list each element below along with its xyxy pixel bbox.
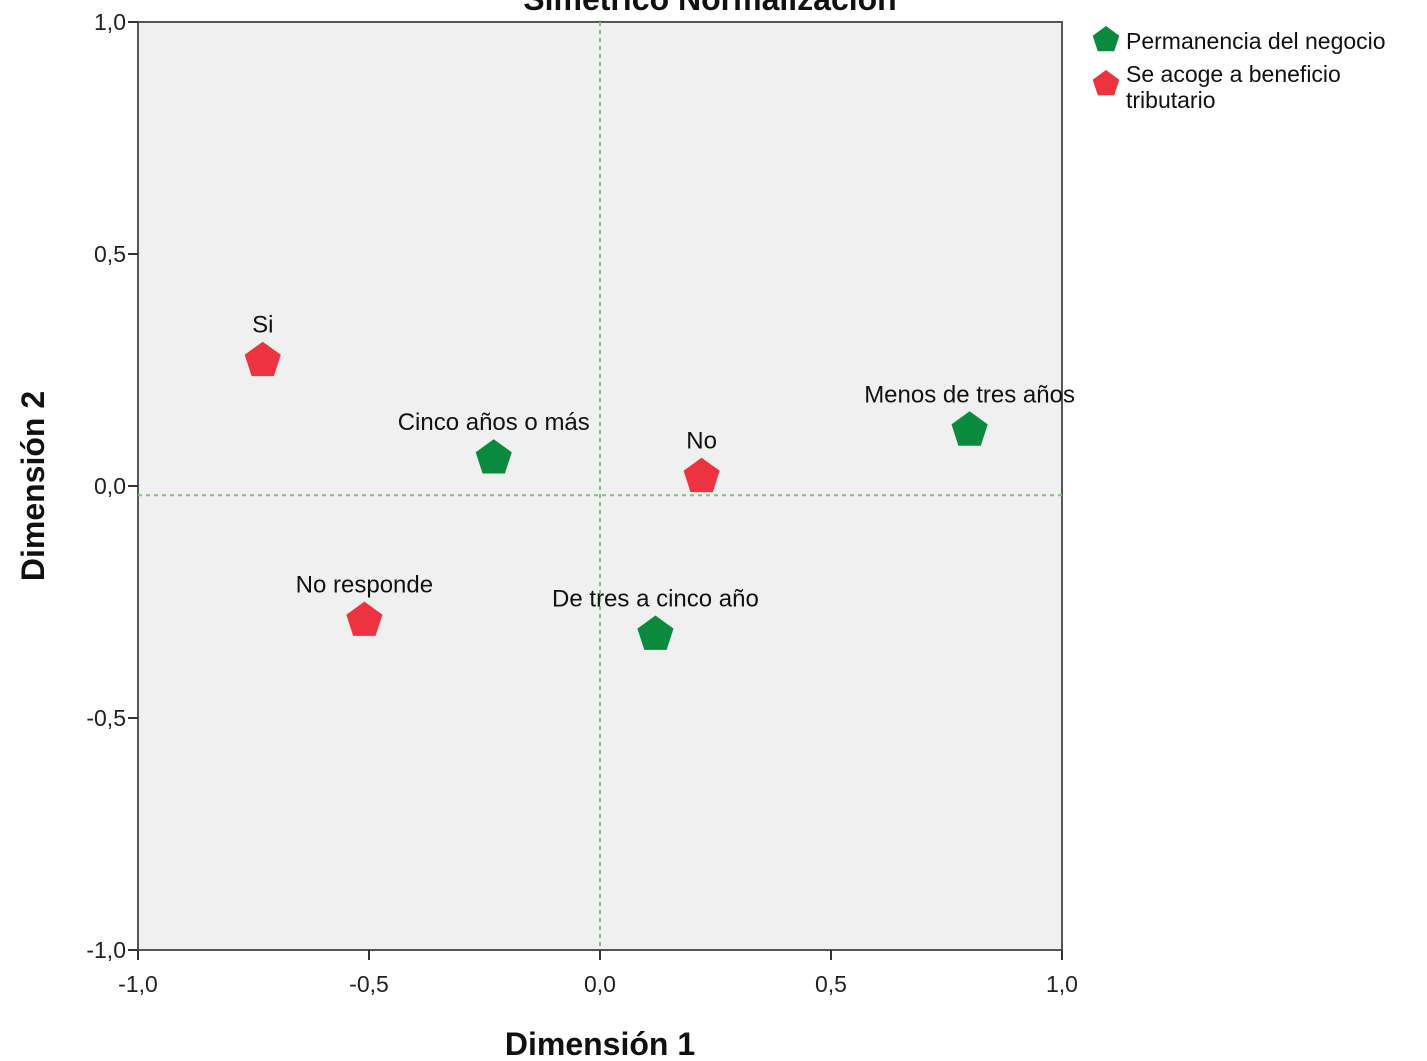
x-tick-label: 0,0 (584, 971, 616, 997)
x-tick-label: -0,5 (349, 971, 389, 997)
y-tick-label: 0,5 (94, 241, 126, 267)
legend-label: tributario (1126, 87, 1215, 113)
x-axis-title: Dimensión 1 (505, 1026, 695, 1061)
x-tick-label: 1,0 (1046, 971, 1078, 997)
y-tick-label: -1,0 (86, 937, 126, 963)
data-point (244, 341, 281, 377)
point-label: Cinco años o más (398, 409, 590, 436)
x-tick-label: 0,5 (815, 971, 847, 997)
legend-marker (1092, 70, 1120, 96)
x-tick-label: -1,0 (118, 971, 158, 997)
point-label: Menos de tres años (864, 381, 1075, 408)
chart-title: Simétrico Normalización (523, 0, 896, 17)
point-label: Si (252, 312, 273, 339)
data-point (475, 439, 512, 474)
point-label: De tres a cinco año (552, 585, 759, 612)
data-point (346, 601, 383, 636)
y-axis-title: Dimensión 2 (15, 391, 51, 581)
y-tick-label: 0,0 (94, 473, 126, 499)
y-tick-label: -0,5 (86, 705, 126, 731)
legend-label: Se acoge a beneficio (1126, 61, 1341, 87)
data-point (951, 411, 988, 446)
y-tick-label: 1,0 (94, 9, 126, 35)
point-label: No (686, 428, 717, 455)
legend-marker (1092, 26, 1120, 52)
legend-label: Permanencia del negocio (1126, 28, 1386, 54)
data-point (637, 615, 674, 650)
point-label: No responde (296, 572, 433, 599)
data-point (683, 457, 720, 493)
